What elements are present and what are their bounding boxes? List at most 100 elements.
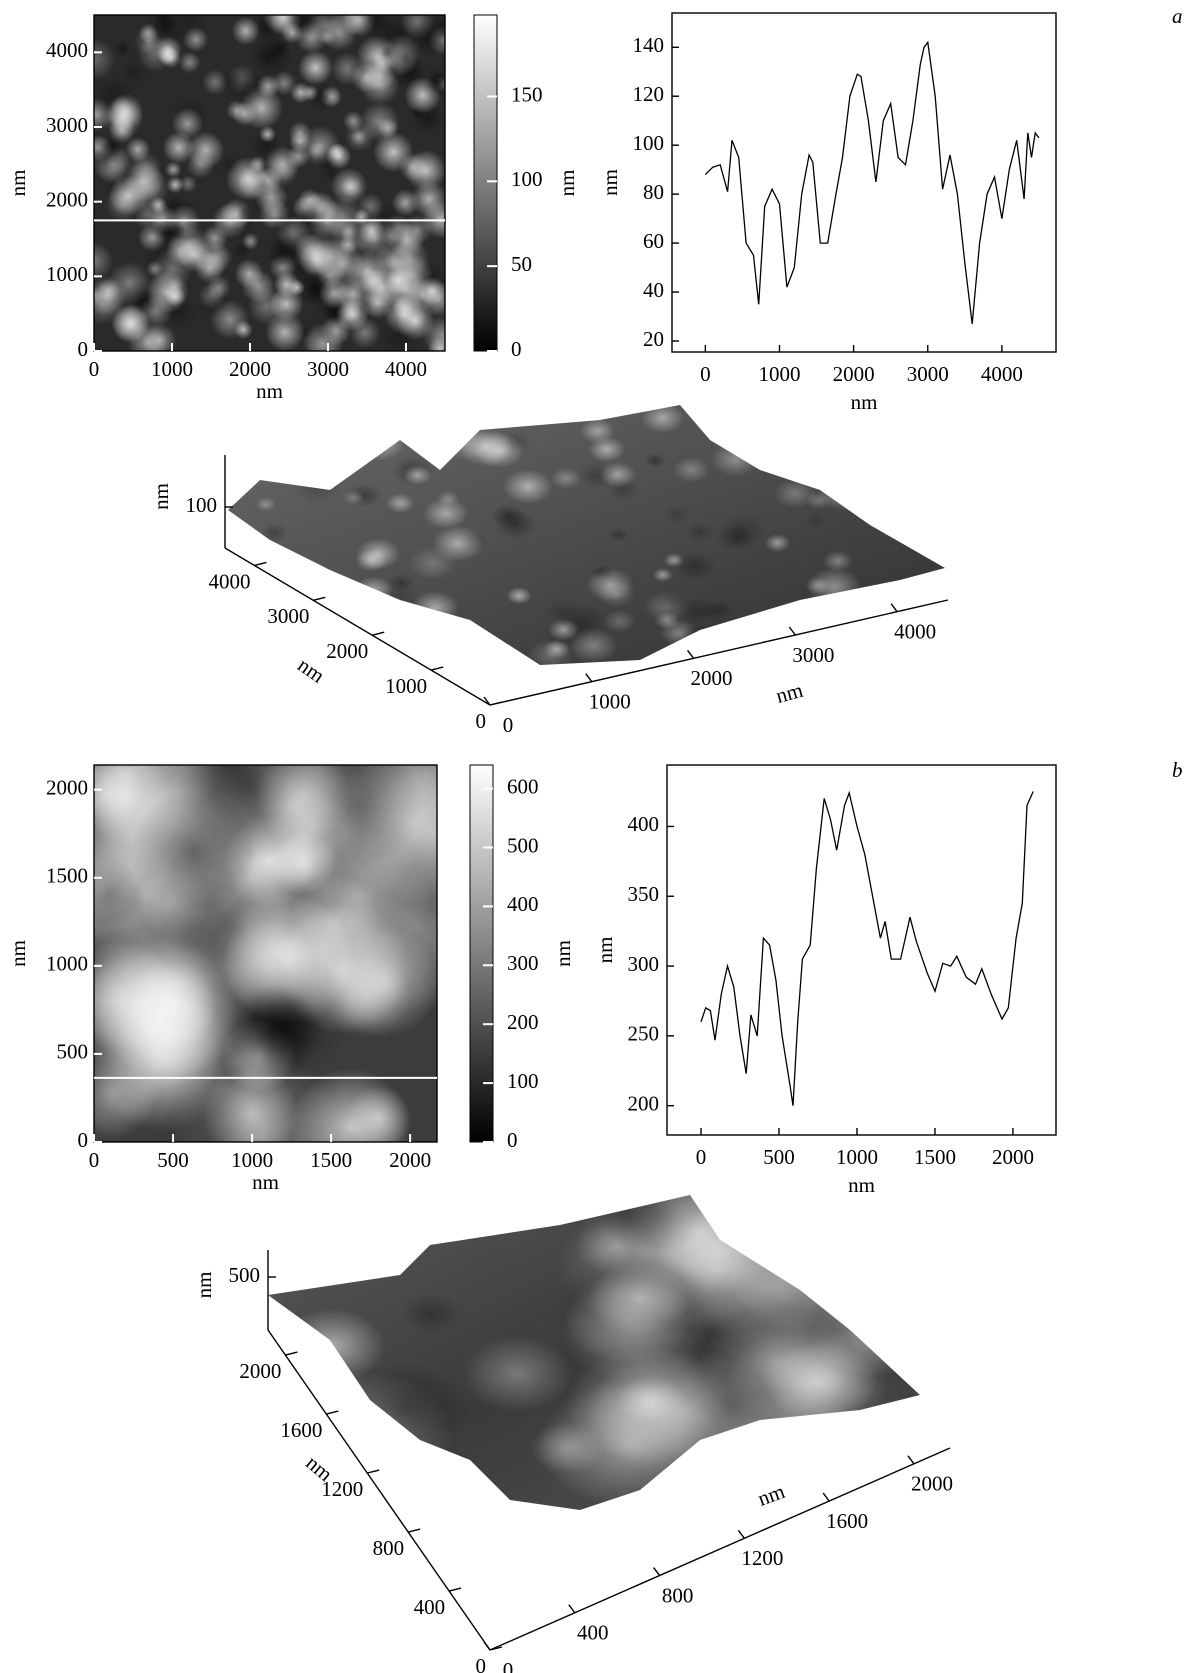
panel-label: a — [1172, 4, 1183, 28]
grain — [298, 50, 334, 86]
surface-bump — [685, 521, 715, 543]
y-tick — [326, 1410, 339, 1415]
surface-bump — [777, 600, 821, 631]
surface-bump — [764, 533, 791, 552]
surface-bump — [403, 465, 432, 485]
y-tick-label: 4000 — [208, 569, 250, 593]
colorbar-tick-label: 100 — [511, 167, 543, 191]
grain — [307, 315, 346, 351]
y-tick-label: 60 — [643, 229, 664, 253]
surface-bump — [765, 406, 794, 427]
grain — [426, 70, 445, 95]
surface-bump — [641, 405, 684, 433]
colorbar-tick-label: 600 — [507, 774, 539, 798]
surface-bump — [462, 1335, 573, 1413]
surface-bump — [568, 628, 618, 664]
grain — [349, 128, 368, 146]
y-axis-label: nm — [598, 169, 622, 196]
surface-bump — [401, 1292, 462, 1335]
colorbar-tick-label: 0 — [507, 1128, 518, 1152]
colorbar-tick-label: 150 — [511, 82, 543, 106]
z-axis-label: nm — [192, 1272, 216, 1299]
grain — [130, 789, 257, 915]
surface-bump — [388, 573, 415, 592]
surface-bump — [907, 1380, 920, 1432]
x-tick — [907, 1455, 915, 1465]
surface-bump — [917, 428, 945, 469]
grain — [389, 42, 421, 74]
x-axis — [489, 1447, 951, 1651]
grain — [219, 154, 240, 176]
x-tick-label: 500 — [157, 1148, 189, 1172]
grain — [265, 154, 299, 188]
y-tick-label: 2000 — [46, 187, 88, 211]
x-tick — [686, 649, 695, 659]
x-tick-label: 800 — [662, 1583, 694, 1607]
x-axis — [489, 599, 949, 706]
y-axis-label: nm — [293, 653, 329, 688]
x-axis-label: nm — [851, 390, 878, 414]
x-tick-label: 400 — [577, 1621, 609, 1645]
colorbar-label: nm — [555, 170, 579, 197]
x-tick-label: 2000 — [992, 1145, 1034, 1169]
y-tick-label: 3000 — [46, 113, 88, 137]
surface-bump — [654, 611, 680, 630]
grain — [266, 236, 299, 269]
grain — [178, 51, 201, 74]
y-tick-label: 140 — [633, 33, 665, 57]
grain — [310, 84, 337, 111]
x-axis-label: nm — [848, 1173, 875, 1197]
grain — [241, 232, 260, 250]
surface-bump — [356, 538, 401, 570]
surface-bump — [278, 558, 328, 593]
grain — [94, 241, 114, 281]
y-tick-label: 300 — [628, 952, 660, 976]
surface-bump — [926, 643, 945, 664]
surface-bump — [393, 617, 431, 644]
y-tick-label: 1000 — [46, 952, 88, 976]
x-axis-label: nm — [773, 678, 805, 708]
x-tick-label: 1500 — [310, 1148, 352, 1172]
y-axis-label: nm — [593, 937, 617, 964]
grain — [133, 199, 165, 231]
surface-bump — [477, 641, 512, 665]
colorbar-tick-label: 400 — [507, 892, 539, 916]
surface-texture — [268, 1195, 920, 1510]
surface-bump — [340, 589, 372, 611]
y-tick-label: 0 — [476, 1654, 487, 1673]
grain — [121, 59, 147, 86]
colorbar — [473, 14, 498, 352]
surface-bump — [599, 1195, 708, 1254]
surface-bump — [490, 503, 526, 528]
x-tick — [483, 696, 491, 706]
x-tick — [788, 626, 796, 636]
surface-bump — [280, 425, 319, 452]
grain — [259, 125, 276, 143]
surface-bump — [603, 609, 636, 633]
y-tick-label: 80 — [643, 180, 664, 204]
grain — [236, 204, 254, 222]
y-tick — [489, 1646, 503, 1651]
x-tick-label: 4000 — [981, 362, 1023, 386]
grain — [167, 221, 186, 241]
grain — [162, 131, 195, 164]
surface-bump — [474, 433, 525, 469]
surface-bump — [899, 450, 937, 477]
y-tick-label: 100 — [633, 131, 665, 155]
y-tick-label: 1000 — [46, 262, 88, 286]
x-tick-label: 3000 — [307, 357, 349, 381]
surface-bump — [702, 599, 734, 622]
surface-bump — [338, 1362, 472, 1455]
y-tick-label: 2000 — [239, 1359, 281, 1383]
grain — [359, 267, 387, 295]
y-tick — [407, 1528, 421, 1533]
grain — [273, 271, 301, 298]
surface-bump — [268, 1379, 319, 1510]
profile-line — [704, 40, 1040, 324]
surface-bump — [550, 467, 582, 490]
y-tick-label: 400 — [628, 812, 660, 836]
x-tick-label: 2000 — [389, 1148, 431, 1172]
grain — [307, 141, 326, 160]
grain — [156, 1087, 264, 1142]
